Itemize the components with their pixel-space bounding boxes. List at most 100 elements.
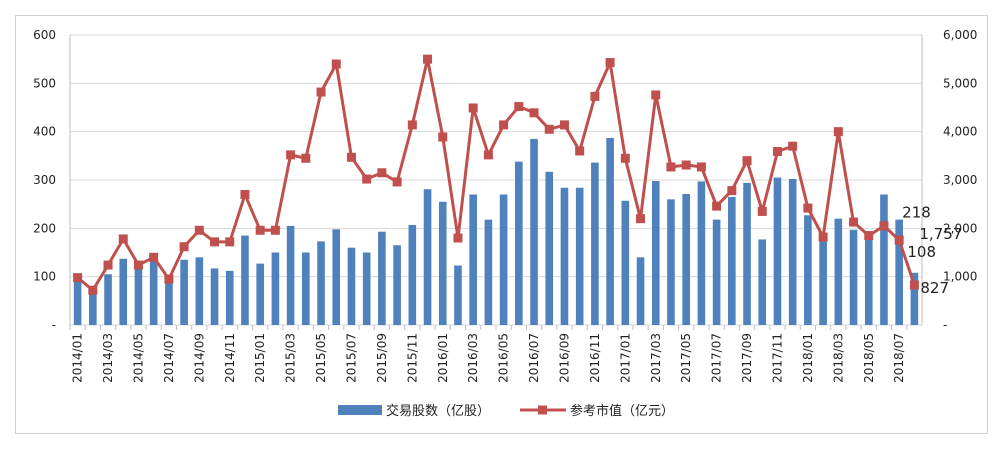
bar	[104, 274, 112, 325]
line-marker	[590, 91, 600, 101]
legend-line-label: 参考市值（亿元）	[570, 403, 674, 419]
bar	[667, 199, 675, 325]
x-tick-label: 2014/07	[162, 333, 176, 383]
bar	[89, 293, 97, 325]
line-marker	[742, 156, 752, 166]
line-marker	[712, 201, 722, 211]
line-marker	[316, 87, 326, 97]
line-marker	[499, 120, 509, 130]
bar	[758, 239, 767, 325]
bar	[515, 161, 523, 325]
line-marker	[331, 59, 341, 69]
bar	[499, 194, 508, 325]
line-marker	[210, 237, 220, 247]
bar	[895, 219, 903, 325]
bar	[119, 258, 128, 325]
line-marker	[788, 141, 798, 151]
bar	[362, 252, 371, 325]
y-right-tick-label: -	[943, 318, 947, 332]
bar	[636, 257, 645, 325]
legend-line-marker	[538, 405, 547, 415]
bar	[271, 252, 280, 325]
bar	[864, 238, 873, 325]
x-tick-label: 2015/01	[253, 333, 267, 383]
line-marker	[757, 206, 767, 216]
line-marker	[301, 153, 311, 163]
bar	[332, 229, 341, 325]
x-tick-label: 2015/07	[344, 333, 358, 383]
line-marker	[286, 150, 296, 160]
bar	[849, 229, 858, 325]
bar	[302, 252, 310, 325]
bar	[408, 224, 417, 325]
bar	[728, 196, 736, 325]
line-marker	[362, 174, 372, 184]
bar	[819, 238, 827, 325]
line-marker	[194, 225, 204, 235]
bar	[560, 187, 569, 325]
bar	[195, 257, 204, 325]
bar	[804, 215, 812, 325]
bar	[545, 171, 554, 325]
x-tick-label: 2014/05	[131, 333, 145, 383]
x-tick-label: 2017/03	[649, 333, 663, 383]
x-axis-ticks: 2014/01 2014/03 2014/05 2014/07 2014/09 2014/…	[69, 325, 908, 383]
bar	[591, 162, 599, 325]
y-right-tick-label: 1,000	[943, 270, 977, 284]
line-marker	[179, 242, 189, 252]
line-marker	[407, 120, 417, 130]
bar	[606, 137, 614, 325]
line-marker	[666, 162, 676, 172]
data-label: 108	[907, 243, 936, 261]
bar	[697, 181, 706, 325]
x-tick-label: 2014/09	[192, 333, 206, 383]
x-tick-label: 2015/11	[405, 333, 419, 383]
bar	[165, 281, 173, 325]
bar	[454, 265, 462, 325]
right-axis-ticks: - 1,000 2,000 3,000 4,000 5,000 6,000	[943, 28, 977, 332]
line-marker	[605, 58, 615, 68]
bar	[149, 259, 158, 325]
line-marker	[73, 273, 83, 283]
line-marker	[651, 90, 661, 100]
line-marker	[772, 146, 782, 156]
bar	[575, 187, 584, 325]
x-tick-label: 2016/07	[527, 333, 541, 383]
bar	[712, 219, 721, 325]
line-marker	[514, 102, 524, 112]
x-tick-label: 2018/03	[831, 333, 845, 383]
bar	[286, 225, 295, 325]
line-marker	[864, 231, 874, 241]
bar	[317, 241, 325, 325]
bar	[378, 231, 386, 325]
y-left-tick-label: 100	[33, 270, 56, 284]
x-tick-label: 2014/11	[223, 333, 237, 383]
bar	[134, 264, 143, 325]
bar-series	[73, 137, 919, 325]
bar	[347, 247, 356, 325]
y-right-tick-label: 5,000	[943, 76, 977, 90]
left-axis-ticks: - 100 200 300 400 500 600	[33, 28, 56, 332]
y-left-tick-label: 300	[33, 173, 56, 187]
x-tick-label: 2015/09	[375, 333, 389, 383]
x-tick-label: 2017/11	[770, 333, 784, 383]
line-marker	[438, 132, 448, 142]
line-marker	[833, 127, 843, 137]
x-tick-label: 2017/07	[710, 333, 724, 383]
x-tick-label: 2017/09	[740, 333, 754, 383]
line-marker	[164, 274, 174, 284]
line-series	[73, 54, 919, 295]
y-left-tick-label: 200	[33, 221, 56, 235]
legend-bar-label: 交易股数（亿股）	[386, 403, 490, 419]
line-marker	[681, 160, 691, 170]
bar	[241, 235, 249, 325]
x-tick-label: 2016/05	[497, 333, 511, 383]
y-left-tick-label: 500	[33, 76, 56, 90]
line-marker	[453, 233, 463, 243]
line-marker	[803, 203, 813, 213]
bar	[743, 182, 751, 325]
bar	[773, 177, 782, 325]
line-marker	[696, 162, 706, 172]
x-tick-label: 2015/03	[284, 333, 298, 383]
